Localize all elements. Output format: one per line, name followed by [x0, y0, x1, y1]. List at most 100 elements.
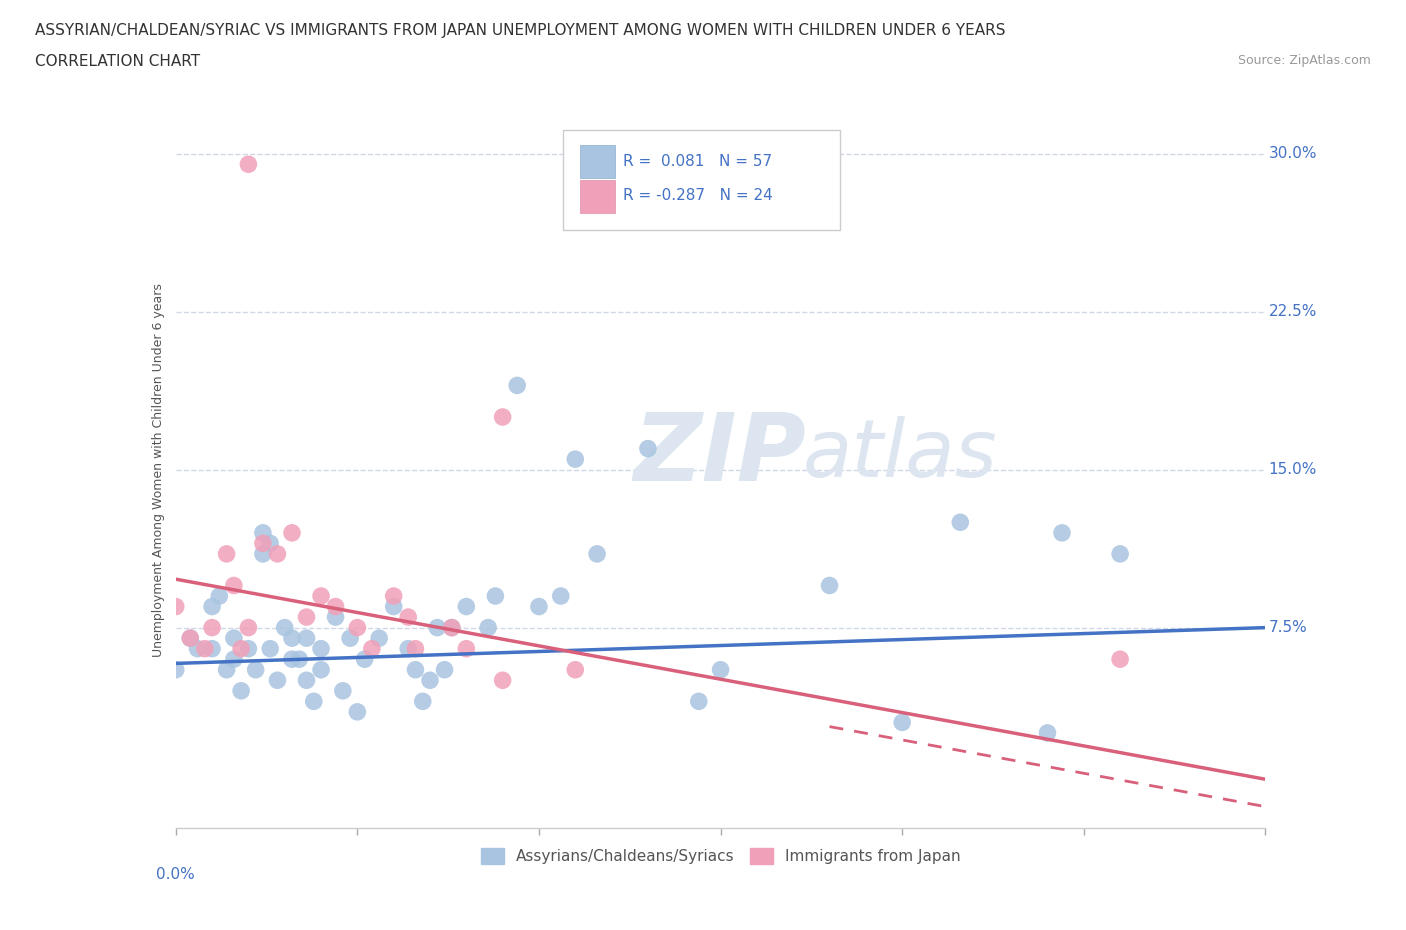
Point: [252, 536, 274, 551]
Point: [426, 620, 449, 635]
Point: [295, 610, 318, 625]
Point: [165, 599, 187, 614]
Point: [396, 642, 419, 657]
FancyBboxPatch shape: [581, 179, 614, 213]
Text: 7.5%: 7.5%: [1268, 620, 1308, 635]
Point: [208, 589, 231, 604]
Point: [179, 631, 201, 645]
Point: [309, 589, 332, 604]
Point: [564, 452, 586, 467]
Point: [550, 589, 572, 604]
Point: [456, 642, 478, 657]
Point: [332, 684, 354, 698]
Point: [259, 536, 281, 551]
Point: [506, 378, 529, 392]
Point: [231, 684, 253, 698]
Point: [309, 662, 332, 677]
Point: [1109, 652, 1132, 667]
Point: [325, 599, 347, 614]
Point: [165, 662, 187, 677]
Point: [405, 642, 427, 657]
Point: [309, 642, 332, 657]
Point: [194, 642, 217, 657]
Point: [274, 620, 297, 635]
Point: [1109, 547, 1132, 562]
Point: [492, 672, 515, 687]
Text: Source: ZipAtlas.com: Source: ZipAtlas.com: [1237, 54, 1371, 67]
Point: [201, 599, 224, 614]
Point: [710, 662, 733, 677]
Point: [949, 515, 972, 530]
Point: [353, 652, 375, 667]
Point: [433, 662, 456, 677]
FancyBboxPatch shape: [562, 129, 841, 230]
Point: [231, 642, 253, 657]
Point: [396, 610, 419, 625]
Point: [564, 662, 586, 677]
Point: [382, 589, 405, 604]
Point: [688, 694, 710, 709]
Point: [238, 642, 260, 657]
Point: [201, 642, 224, 657]
FancyBboxPatch shape: [581, 145, 614, 179]
Point: [325, 610, 347, 625]
Point: [637, 441, 659, 456]
Point: [259, 642, 281, 657]
Point: [222, 652, 245, 667]
Point: [477, 620, 499, 635]
Point: [382, 599, 405, 614]
Point: [288, 652, 311, 667]
Point: [281, 652, 304, 667]
Y-axis label: Unemployment Among Women with Children Under 6 years: Unemployment Among Women with Children U…: [152, 283, 165, 657]
Point: [346, 620, 368, 635]
Point: [281, 631, 304, 645]
Text: R = -0.287   N = 24: R = -0.287 N = 24: [623, 188, 772, 203]
Point: [238, 157, 260, 172]
Point: [484, 589, 506, 604]
Legend: Assyrians/Chaldeans/Syriacs, Immigrants from Japan: Assyrians/Chaldeans/Syriacs, Immigrants …: [475, 842, 966, 870]
Point: [412, 694, 434, 709]
Point: [281, 525, 304, 540]
Point: [302, 694, 325, 709]
Point: [440, 620, 463, 635]
Point: [238, 620, 260, 635]
Point: [360, 642, 382, 657]
Point: [266, 672, 288, 687]
Text: ZIP: ZIP: [633, 409, 806, 501]
Text: 15.0%: 15.0%: [1268, 462, 1317, 477]
Point: [527, 599, 550, 614]
Point: [252, 525, 274, 540]
Point: [368, 631, 391, 645]
Text: 22.5%: 22.5%: [1268, 304, 1317, 319]
Text: 30.0%: 30.0%: [1268, 146, 1317, 161]
Point: [818, 578, 841, 593]
Text: 0.0%: 0.0%: [156, 867, 195, 882]
Point: [222, 631, 245, 645]
Point: [215, 547, 238, 562]
Point: [179, 631, 201, 645]
Point: [1036, 725, 1059, 740]
Text: R =  0.081   N = 57: R = 0.081 N = 57: [623, 153, 772, 168]
Text: CORRELATION CHART: CORRELATION CHART: [35, 54, 200, 69]
Point: [456, 599, 478, 614]
Point: [891, 715, 914, 730]
Text: ASSYRIAN/CHALDEAN/SYRIAC VS IMMIGRANTS FROM JAPAN UNEMPLOYMENT AMONG WOMEN WITH : ASSYRIAN/CHALDEAN/SYRIAC VS IMMIGRANTS F…: [35, 23, 1005, 38]
Point: [222, 578, 245, 593]
Point: [586, 547, 609, 562]
Point: [245, 662, 267, 677]
Point: [215, 662, 238, 677]
Point: [186, 642, 209, 657]
Point: [295, 631, 318, 645]
Point: [295, 672, 318, 687]
Point: [492, 409, 515, 424]
Point: [252, 547, 274, 562]
Point: [440, 620, 463, 635]
Point: [419, 672, 441, 687]
Text: atlas: atlas: [803, 417, 997, 495]
Point: [266, 547, 288, 562]
Point: [346, 704, 368, 719]
Point: [201, 620, 224, 635]
Point: [339, 631, 361, 645]
Point: [405, 662, 427, 677]
Point: [1050, 525, 1073, 540]
